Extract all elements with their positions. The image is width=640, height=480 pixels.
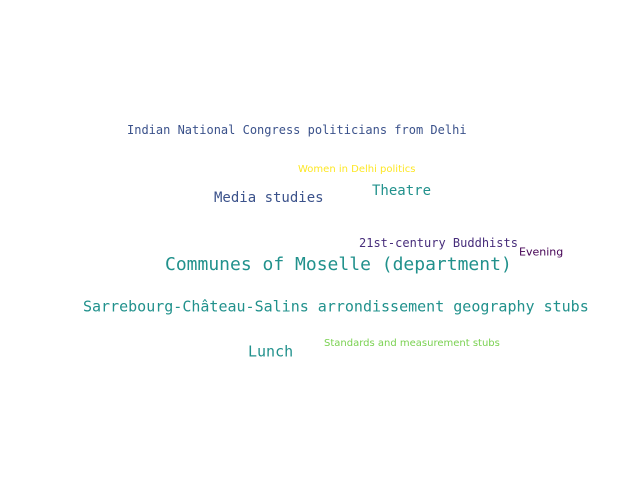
word-sarrebourg-chateau-salins: Sarrebourg-Château-Salins arrondissement… (83, 297, 589, 316)
word-lunch: Lunch (248, 342, 294, 361)
word-21st-century-buddhists: 21st-century Buddhists (359, 236, 518, 250)
word-communes-of-moselle: Communes of Moselle (department) (165, 254, 512, 275)
word-women-in-delhi-politics: Women in Delhi politics (298, 164, 416, 175)
word-theatre: Theatre (372, 183, 432, 199)
word-indian-national-congress-politicians: Indian National Congress politicians fro… (127, 123, 467, 137)
word-evening: Evening (519, 245, 564, 259)
word-standards-and-measurement-stubs: Standards and measurement stubs (324, 338, 500, 349)
word-media-studies: Media studies (214, 190, 324, 206)
